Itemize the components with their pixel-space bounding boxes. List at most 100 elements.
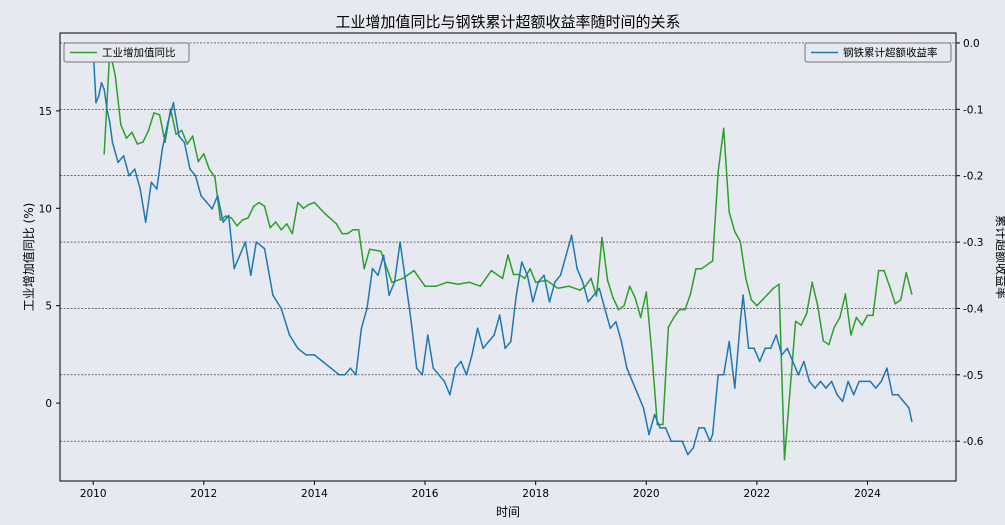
data-point-0-65 xyxy=(545,279,548,282)
data-point-0-70 xyxy=(590,277,592,280)
data-point-1-59 xyxy=(427,334,429,336)
y-left-tick-label: 15 xyxy=(39,106,52,118)
data-point-0-48 xyxy=(391,281,393,284)
data-point-1-54 xyxy=(399,241,401,243)
data-point-1-36 xyxy=(280,307,283,310)
data-point-0-34 xyxy=(291,232,294,235)
data-point-1-128 xyxy=(803,360,805,363)
data-point-0-51 xyxy=(424,285,426,288)
data-point-0-57 xyxy=(490,269,493,272)
data-point-1-125 xyxy=(786,347,789,350)
data-point-1-142 xyxy=(880,380,883,383)
data-point-0-63 xyxy=(529,267,531,270)
x-tick-label: 2012 xyxy=(190,488,217,500)
data-point-0-73 xyxy=(606,279,609,282)
legend-right-box xyxy=(804,42,952,63)
data-point-0-21 xyxy=(219,219,222,221)
data-point-1-10 xyxy=(128,174,130,177)
data-point-1-56 xyxy=(410,320,413,323)
data-point-0-54 xyxy=(457,283,460,286)
data-point-1-1 xyxy=(95,101,97,104)
data-point-1-140 xyxy=(869,380,872,383)
data-point-0-85 xyxy=(673,316,675,319)
data-point-1-52 xyxy=(388,294,390,297)
data-point-0-3 xyxy=(120,123,122,126)
data-point-0-53 xyxy=(446,281,449,284)
data-point-0-115 xyxy=(839,316,841,319)
data-point-1-6 xyxy=(109,121,111,124)
data-point-0-75 xyxy=(617,308,620,311)
data-point-1-131 xyxy=(819,380,822,383)
data-point-1-104 xyxy=(675,440,678,443)
data-point-1-12 xyxy=(139,188,141,190)
data-point-0-56 xyxy=(479,285,482,288)
data-point-1-118 xyxy=(747,347,750,350)
data-point-0-16 xyxy=(191,135,194,137)
data-point-0-6 xyxy=(136,143,139,145)
data-point-0-26 xyxy=(247,217,249,219)
data-point-0-45 xyxy=(363,267,366,270)
data-point-1-95 xyxy=(626,367,628,370)
data-point-1-122 xyxy=(769,347,772,350)
data-point-0-99 xyxy=(750,299,753,301)
data-point-0-35 xyxy=(297,201,299,204)
data-point-1-70 xyxy=(487,340,490,343)
blue-series-layer xyxy=(92,48,913,456)
data-point-1-73 xyxy=(504,347,507,350)
data-point-1-119 xyxy=(753,347,755,350)
data-point-1-117 xyxy=(742,294,744,297)
data-point-0-62 xyxy=(523,277,526,280)
data-point-0-106 xyxy=(789,388,791,391)
data-point-0-13 xyxy=(175,133,177,136)
data-point-0-95 xyxy=(728,211,730,213)
data-point-1-71 xyxy=(493,334,496,336)
data-point-1-32 xyxy=(250,274,252,277)
data-point-1-84 xyxy=(565,254,567,257)
x-tick-label: 2022 xyxy=(744,488,771,500)
data-point-0-94 xyxy=(722,127,725,130)
data-point-0-102 xyxy=(767,293,769,295)
data-point-0-97 xyxy=(739,240,742,243)
data-point-0-10 xyxy=(158,114,161,116)
data-point-0-111 xyxy=(816,304,819,307)
data-point-0-90 xyxy=(700,267,703,270)
y-axis-right-label: 累计超额收益率 xyxy=(994,215,1005,299)
data-point-0-60 xyxy=(512,273,515,276)
data-point-1-93 xyxy=(615,320,617,323)
data-point-1-96 xyxy=(631,380,634,383)
data-point-0-113 xyxy=(828,343,830,346)
data-point-0-27 xyxy=(252,205,255,208)
data-point-0-66 xyxy=(557,287,559,290)
data-point-0-79 xyxy=(639,316,642,319)
data-point-1-81 xyxy=(548,301,551,303)
data-point-1-53 xyxy=(393,281,396,283)
data-point-1-100 xyxy=(653,413,656,416)
data-point-1-148 xyxy=(911,420,913,423)
chart-title: 工业增加值同比与钢铁累计超额收益率随时间的关系 xyxy=(335,13,680,31)
y-axis-left-label: 工业增加值同比 (%) xyxy=(21,203,36,312)
data-point-0-64 xyxy=(534,281,537,284)
x-tick-label: 2018 xyxy=(522,488,549,500)
data-point-1-135 xyxy=(841,400,844,403)
x-tick-label: 2024 xyxy=(854,488,881,500)
data-point-1-108 xyxy=(698,427,700,429)
data-point-1-69 xyxy=(482,347,484,350)
axes: 0.0 -0.1 -0.2 -0.3 -0.4 -0.5 -0.6 0 5 10 15 2010 201… xyxy=(39,38,984,500)
data-point-1-89 xyxy=(592,294,595,297)
data-point-0-77 xyxy=(628,285,631,288)
data-point-0-7 xyxy=(142,141,144,143)
data-point-1-44 xyxy=(344,374,346,376)
data-point-1-98 xyxy=(642,407,645,409)
x-tick-label: 2016 xyxy=(412,488,439,500)
data-point-1-13 xyxy=(144,221,147,223)
data-point-1-47 xyxy=(360,327,363,330)
data-point-0-0 xyxy=(103,153,105,155)
data-point-0-41 xyxy=(341,232,343,235)
data-point-1-17 xyxy=(167,121,169,124)
data-point-1-87 xyxy=(581,281,584,283)
data-point-1-28 xyxy=(227,214,230,217)
data-point-1-50 xyxy=(377,274,379,277)
data-point-0-88 xyxy=(689,293,692,295)
data-point-0-8 xyxy=(147,129,150,132)
data-point-1-37 xyxy=(288,334,291,336)
